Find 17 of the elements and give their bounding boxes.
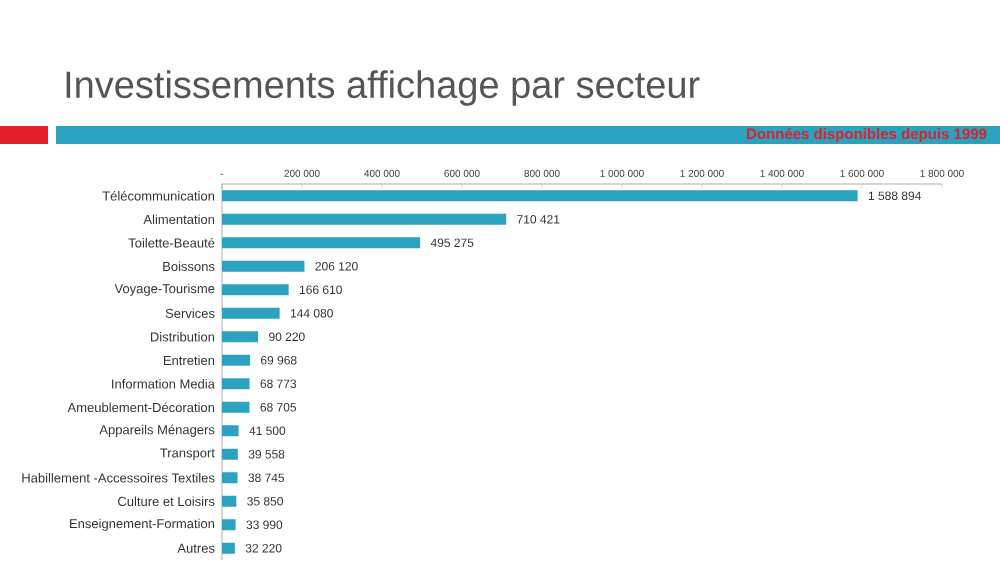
bar — [222, 378, 250, 390]
chart-title: Investissements affichage par secteur — [66, 70, 700, 106]
bar — [222, 519, 236, 531]
bar — [222, 472, 238, 484]
bar — [222, 331, 259, 343]
bar — [222, 190, 858, 202]
bar — [222, 401, 250, 413]
bar — [222, 284, 289, 296]
bar — [222, 448, 238, 460]
bar — [222, 354, 250, 366]
bar — [222, 213, 507, 225]
bar — [222, 495, 237, 507]
bar — [222, 542, 235, 554]
bar — [222, 237, 421, 249]
bar — [222, 425, 239, 437]
bar — [222, 307, 280, 319]
bar — [222, 260, 305, 272]
